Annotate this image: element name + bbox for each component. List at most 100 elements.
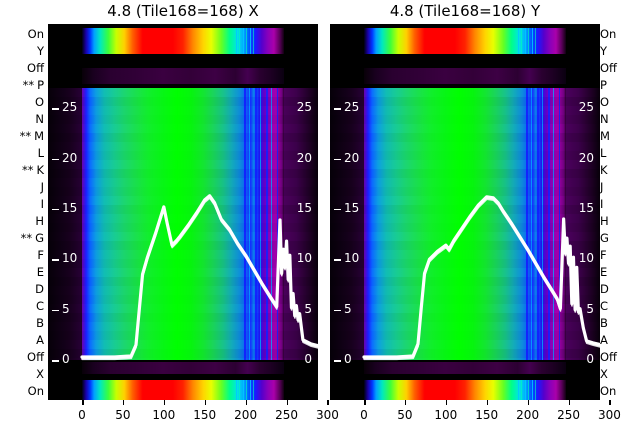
x-tick-label-200: 200: [234, 408, 258, 422]
strip-lower-dark-x: [48, 362, 318, 374]
category-right-off-19: Off: [600, 350, 617, 364]
strip-lower-dark-y: [330, 362, 600, 374]
category-left-h-11: H: [35, 215, 44, 227]
category-left-label: H: [35, 214, 44, 228]
x-tick-label-0: 0: [360, 408, 368, 422]
x-tick-label-300: 300: [316, 408, 339, 422]
category-left-c-16: C: [36, 300, 44, 312]
heatmap-panel-y[interactable]: 25 25 20 20 15 15 10 10 5 5 0 0: [330, 24, 600, 400]
category-right-x-20: X: [600, 367, 608, 381]
x-tick-label-0: 0: [78, 408, 86, 422]
category-left-label: M: [34, 129, 44, 143]
category-left-f-13: F: [37, 249, 44, 261]
panel-title-x: 4.8 (Tile168=168) X: [107, 2, 259, 20]
x-tick-mark: [568, 400, 571, 405]
x-tick-mark: [486, 400, 489, 405]
category-right-k-8: K: [600, 163, 608, 177]
x-tick-mark: [286, 400, 289, 405]
category-left-m-6: ** M: [20, 130, 44, 142]
category-right-d-15: D: [600, 282, 609, 296]
category-left-label: A: [36, 333, 44, 347]
x-tick-label-50: 50: [115, 408, 131, 422]
category-left-label: L: [37, 146, 44, 160]
x-tick-label-150: 150: [475, 408, 499, 422]
category-left-b-17: B: [36, 317, 44, 329]
strip-main-heat-y: [330, 88, 600, 360]
category-left-label: Off: [27, 61, 44, 75]
category-left-label: N: [35, 112, 44, 126]
y-tick-mark: [334, 108, 341, 110]
strip-top-rainbow-x: [48, 28, 318, 54]
category-left-label: I: [40, 197, 44, 211]
category-left-g-12: ** G: [21, 232, 44, 244]
y-tick-mark: [52, 108, 59, 110]
heatmap-panel-x[interactable]: 25 25 20 20 15 15 10 10 5 5 0 0: [48, 24, 318, 400]
y-tick-mark: [334, 309, 341, 312]
category-left-label: Y: [36, 44, 44, 58]
x-tick-mark: [327, 400, 329, 405]
category-right-b-17: B: [600, 316, 608, 330]
x-tick-label-150: 150: [193, 408, 217, 422]
x-tick-mark: [527, 400, 530, 405]
y-tick-mark: [334, 158, 341, 161]
category-left-label: Off: [27, 350, 44, 364]
strip-upper-dark-x: [48, 68, 318, 84]
category-right-e-14: E: [600, 265, 608, 279]
category-axis-left: On Y Off ** P O N ** M L ** K J I H ** G F E D C B A Off X On: [0, 24, 46, 402]
category-left-label: P: [37, 78, 44, 92]
category-left-on-21: On: [28, 385, 44, 397]
category-left-label: O: [34, 95, 44, 109]
category-marker-icon: **: [21, 163, 34, 177]
strip-main-heat-x: [48, 88, 318, 360]
category-left-label: F: [37, 248, 44, 262]
category-right-on-0: On: [600, 27, 617, 41]
x-tick-mark: [204, 400, 207, 405]
category-left-label: C: [35, 299, 44, 313]
y-tick-mark: [334, 208, 341, 211]
x-tick-mark: [445, 400, 448, 405]
category-left-j-9: J: [41, 181, 44, 193]
category-left-label: On: [27, 27, 44, 41]
x-tick-mark: [404, 400, 407, 405]
category-left-label: G: [35, 231, 44, 245]
x-tick-label-300: 300: [598, 408, 621, 422]
strip-top-rainbow-y: [330, 28, 600, 54]
category-left-label: E: [36, 265, 44, 279]
category-left-p-3: ** P: [23, 79, 44, 91]
category-left-label: B: [36, 316, 44, 330]
x-tick-label-250: 250: [275, 408, 298, 422]
x-tick-label-200: 200: [516, 408, 540, 422]
category-right-i-10: I: [600, 197, 604, 211]
x-tick-mark: [82, 400, 84, 405]
x-tick-mark: [245, 400, 248, 405]
x-tick-label-250: 250: [557, 408, 580, 422]
panel-title-y: 4.8 (Tile168=168) Y: [389, 2, 541, 20]
x-tick-label-50: 50: [397, 408, 413, 422]
category-left-l-7: L: [38, 147, 44, 159]
x-tick-mark: [163, 400, 166, 405]
category-right-c-16: C: [600, 299, 609, 313]
category-right-f-13: F: [600, 248, 607, 262]
category-left-a-18: A: [36, 334, 44, 346]
y-tick-mark: [334, 259, 341, 261]
x-tick-mark: [122, 400, 125, 405]
category-right-g-12: G: [600, 231, 609, 245]
category-left-x-20: X: [36, 368, 44, 380]
strip-upper-dark-y: [330, 68, 600, 84]
y-tick-mark: [52, 158, 59, 161]
category-left-label: D: [35, 282, 44, 296]
x-tick-mark: [364, 400, 366, 405]
category-right-y-1: Y: [600, 44, 608, 58]
strip-bottom-rainbow-x: [48, 380, 318, 400]
category-left-i-10: I: [41, 198, 44, 210]
category-left-off-19: Off: [27, 351, 44, 363]
category-right-l-7: L: [600, 146, 607, 160]
x-axis-panel-y: 0 50 100 150 200 250 300: [330, 400, 621, 440]
category-right-a-18: A: [600, 333, 608, 347]
category-left-n-5: N: [35, 113, 44, 125]
category-left-y-1: Y: [37, 45, 44, 57]
category-right-n-5: N: [600, 112, 609, 126]
category-right-m-6: M: [600, 129, 610, 143]
category-left-label: J: [40, 180, 44, 194]
